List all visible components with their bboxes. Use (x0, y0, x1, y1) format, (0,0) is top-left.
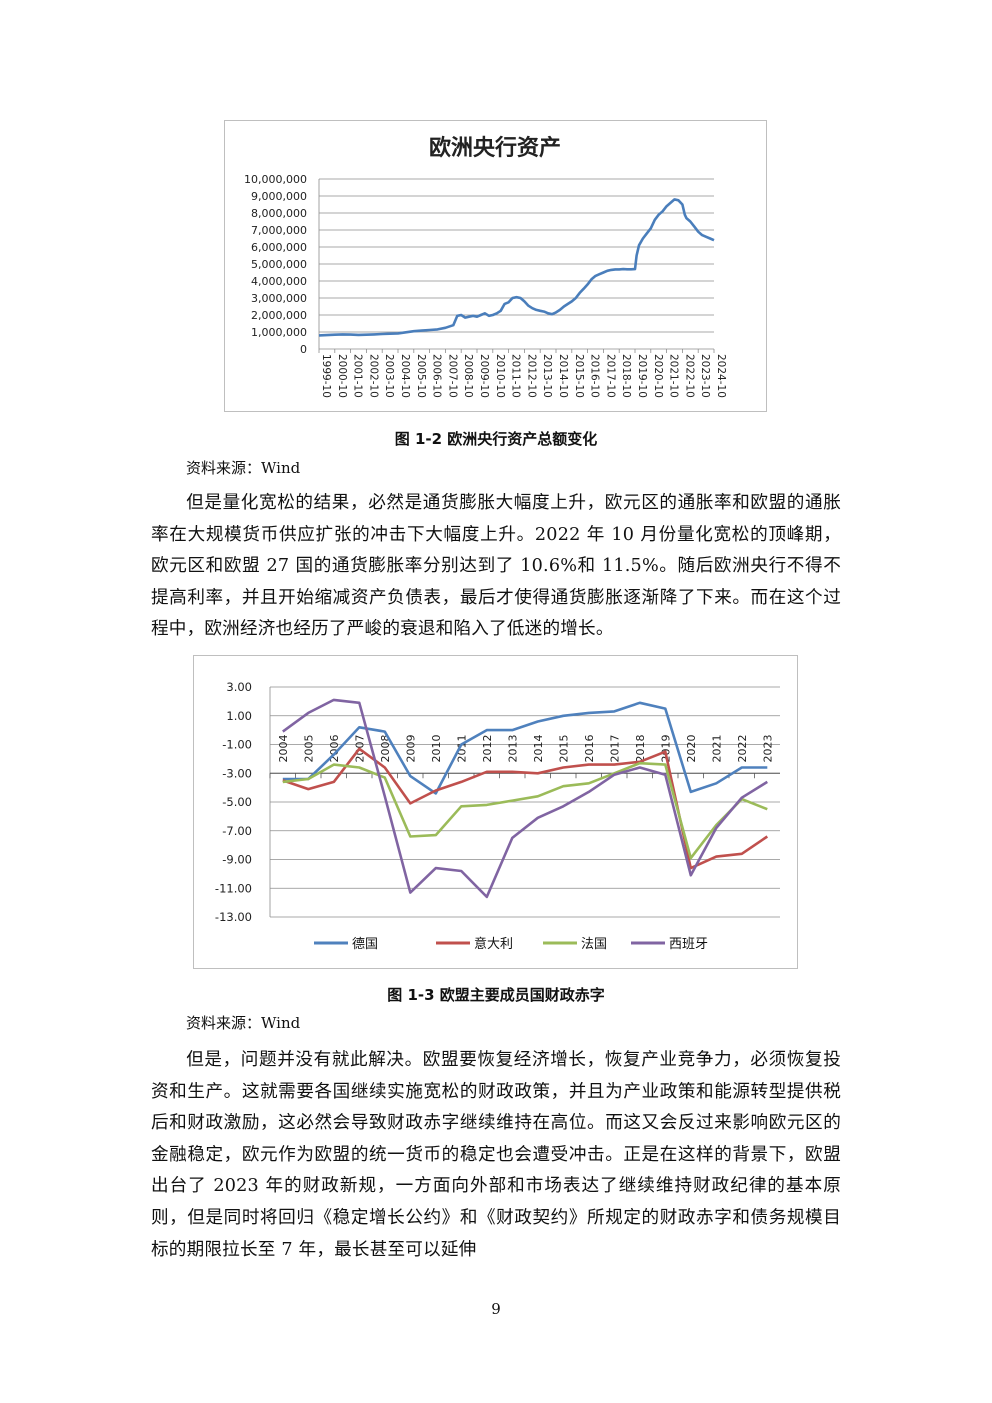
ecb-assets-chart-svg: 欧洲央行资产 10,000,000 9,000,000 8,000,000 7,000… (244, 135, 727, 398)
y-tick-label: 7,000,000 (251, 224, 307, 237)
x-tick-label: 2021-10 (668, 354, 680, 398)
x-tick-label: 2017 (608, 735, 621, 763)
y-tick-label: -7.00 (222, 824, 252, 838)
ecb-assets-chart: 欧洲央行资产 10,000,000 9,000,000 8,000,000 7,000… (224, 120, 767, 412)
x-tick-label: 2007-10 (446, 354, 458, 398)
x-tick-label: 2009 (404, 735, 417, 763)
y-tick-label: -1.00 (222, 738, 252, 752)
x-tick-label: 2019 (659, 735, 672, 763)
x-tick-label: 2020-10 (652, 354, 664, 398)
x-tick-label: 2004-10 (399, 354, 411, 398)
x-tick-label: 2024-10 (715, 354, 727, 398)
eu-fiscal-deficit-chart: 3.00 1.00 -1.00 -3.00 -5.00 -7.00 -9.00 -11.00 -… (193, 655, 798, 969)
x-tick-label: 2009-10 (478, 354, 490, 398)
y-tick-label: 1.00 (226, 709, 252, 723)
x-tick-label: 2018 (634, 735, 647, 763)
x-tick-label: 2011-10 (510, 354, 522, 398)
y-tick-label: 8,000,000 (251, 207, 307, 220)
paragraph-2: 但是，问题并没有就此解决。欧盟要恢复经济增长，恢复产业竞争力，必须恢复投资和生产… (151, 1050, 841, 1260)
x-tick-label: 2013 (506, 735, 519, 763)
figure2-caption: 图 1-3 欧盟主要成员国财政赤字 (387, 986, 605, 1004)
x-tick-label: 2023 (761, 735, 774, 763)
series-line-0 (282, 701, 768, 795)
y-tick-label: 4,000,000 (251, 275, 307, 288)
x-tick-label: 2013-10 (541, 354, 553, 398)
x-tick-label: 2019-10 (636, 354, 648, 398)
x-tick-label: 2023-10 (699, 354, 711, 398)
x-tick-label: 2016 (583, 735, 596, 763)
y-tick-label: -5.00 (222, 795, 252, 809)
x-tick-label: 2020 (685, 735, 698, 763)
y-tick-label: 3.00 (226, 680, 252, 694)
series-line-1 (282, 747, 769, 870)
x-tick-label: 2002-10 (367, 354, 379, 398)
x-tick-label: 2015 (557, 735, 570, 763)
series-line-3 (282, 698, 768, 899)
x-tick-label: 2008-10 (462, 354, 474, 398)
x-tick-label: 2011 (455, 735, 468, 763)
x-tick-label: 2016-10 (589, 354, 601, 398)
y-tick-label: 6,000,000 (251, 241, 307, 254)
legend-label: 意大利 (474, 936, 513, 952)
chart-title: 欧洲央行资产 (429, 135, 561, 161)
x-tick-label: 2005 (302, 735, 315, 763)
y-tick-label: -3.00 (222, 766, 252, 780)
x-tick-label: 2010 (430, 735, 443, 763)
x-tick-label: 2022 (736, 735, 749, 763)
x-tick-label: 2018-10 (620, 354, 632, 398)
y-tick-label: 10,000,000 (244, 173, 307, 186)
legend-label: 德国 (352, 937, 378, 952)
x-tick-label: 2021 (710, 735, 723, 763)
x-tick-label: 2000-10 (336, 354, 348, 398)
x-tick-label: 2012-10 (525, 354, 537, 398)
legend-label: 西班牙 (669, 937, 708, 952)
series-line-ecb-assets (318, 198, 715, 337)
x-tick-label: 2003-10 (383, 354, 395, 398)
y-tick-label: -9.00 (222, 853, 252, 867)
y-tick-label: 2,000,000 (251, 309, 307, 322)
x-tick-label: 2014-10 (557, 354, 569, 398)
figure1-source: 资料来源：Wind (186, 459, 301, 477)
y-tick-label: 9,000,000 (251, 190, 307, 203)
figure1-caption: 图 1-2 欧洲央行资产总额变化 (394, 430, 598, 448)
x-tick-label: 2006-10 (431, 354, 443, 398)
y-tick-label: 0 (300, 343, 307, 356)
eu-fiscal-deficit-chart-svg: 3.00 1.00 -1.00 -3.00 -5.00 -7.00 -9.00 -11.00 -… (215, 680, 780, 952)
legend-label: 法国 (581, 937, 607, 952)
x-tick-label: 2008 (379, 735, 392, 763)
y-tick-label: -13.00 (215, 910, 252, 924)
page-number: 9 (491, 1300, 501, 1318)
y-tick-label: -11.00 (215, 881, 252, 895)
x-tick-label: 2005-10 (415, 354, 427, 398)
x-tick-label: 1999-10 (320, 354, 332, 398)
series-line-2 (282, 761, 768, 860)
x-tick-label: 2015-10 (573, 354, 585, 398)
y-tick-label: 1,000,000 (251, 326, 307, 339)
x-tick-label: 2022-10 (683, 354, 695, 398)
paragraph-1: 但是量化宽松的结果，必然是通货膨胀大幅度上升，欧元区的通胀率和欧盟的通胀率在大规… (151, 493, 841, 640)
x-tick-label: 2012 (481, 735, 494, 763)
x-tick-label: 2014 (532, 735, 545, 763)
x-tick-label: 2010-10 (494, 354, 506, 398)
y-tick-label: 3,000,000 (251, 292, 307, 305)
y-tick-label: 5,000,000 (251, 258, 307, 271)
x-tick-label: 2004 (277, 735, 290, 763)
figure2-source: 资料来源：Wind (186, 1014, 301, 1032)
x-tick-label: 2001-10 (352, 354, 364, 398)
x-tick-label: 2017-10 (604, 354, 616, 398)
